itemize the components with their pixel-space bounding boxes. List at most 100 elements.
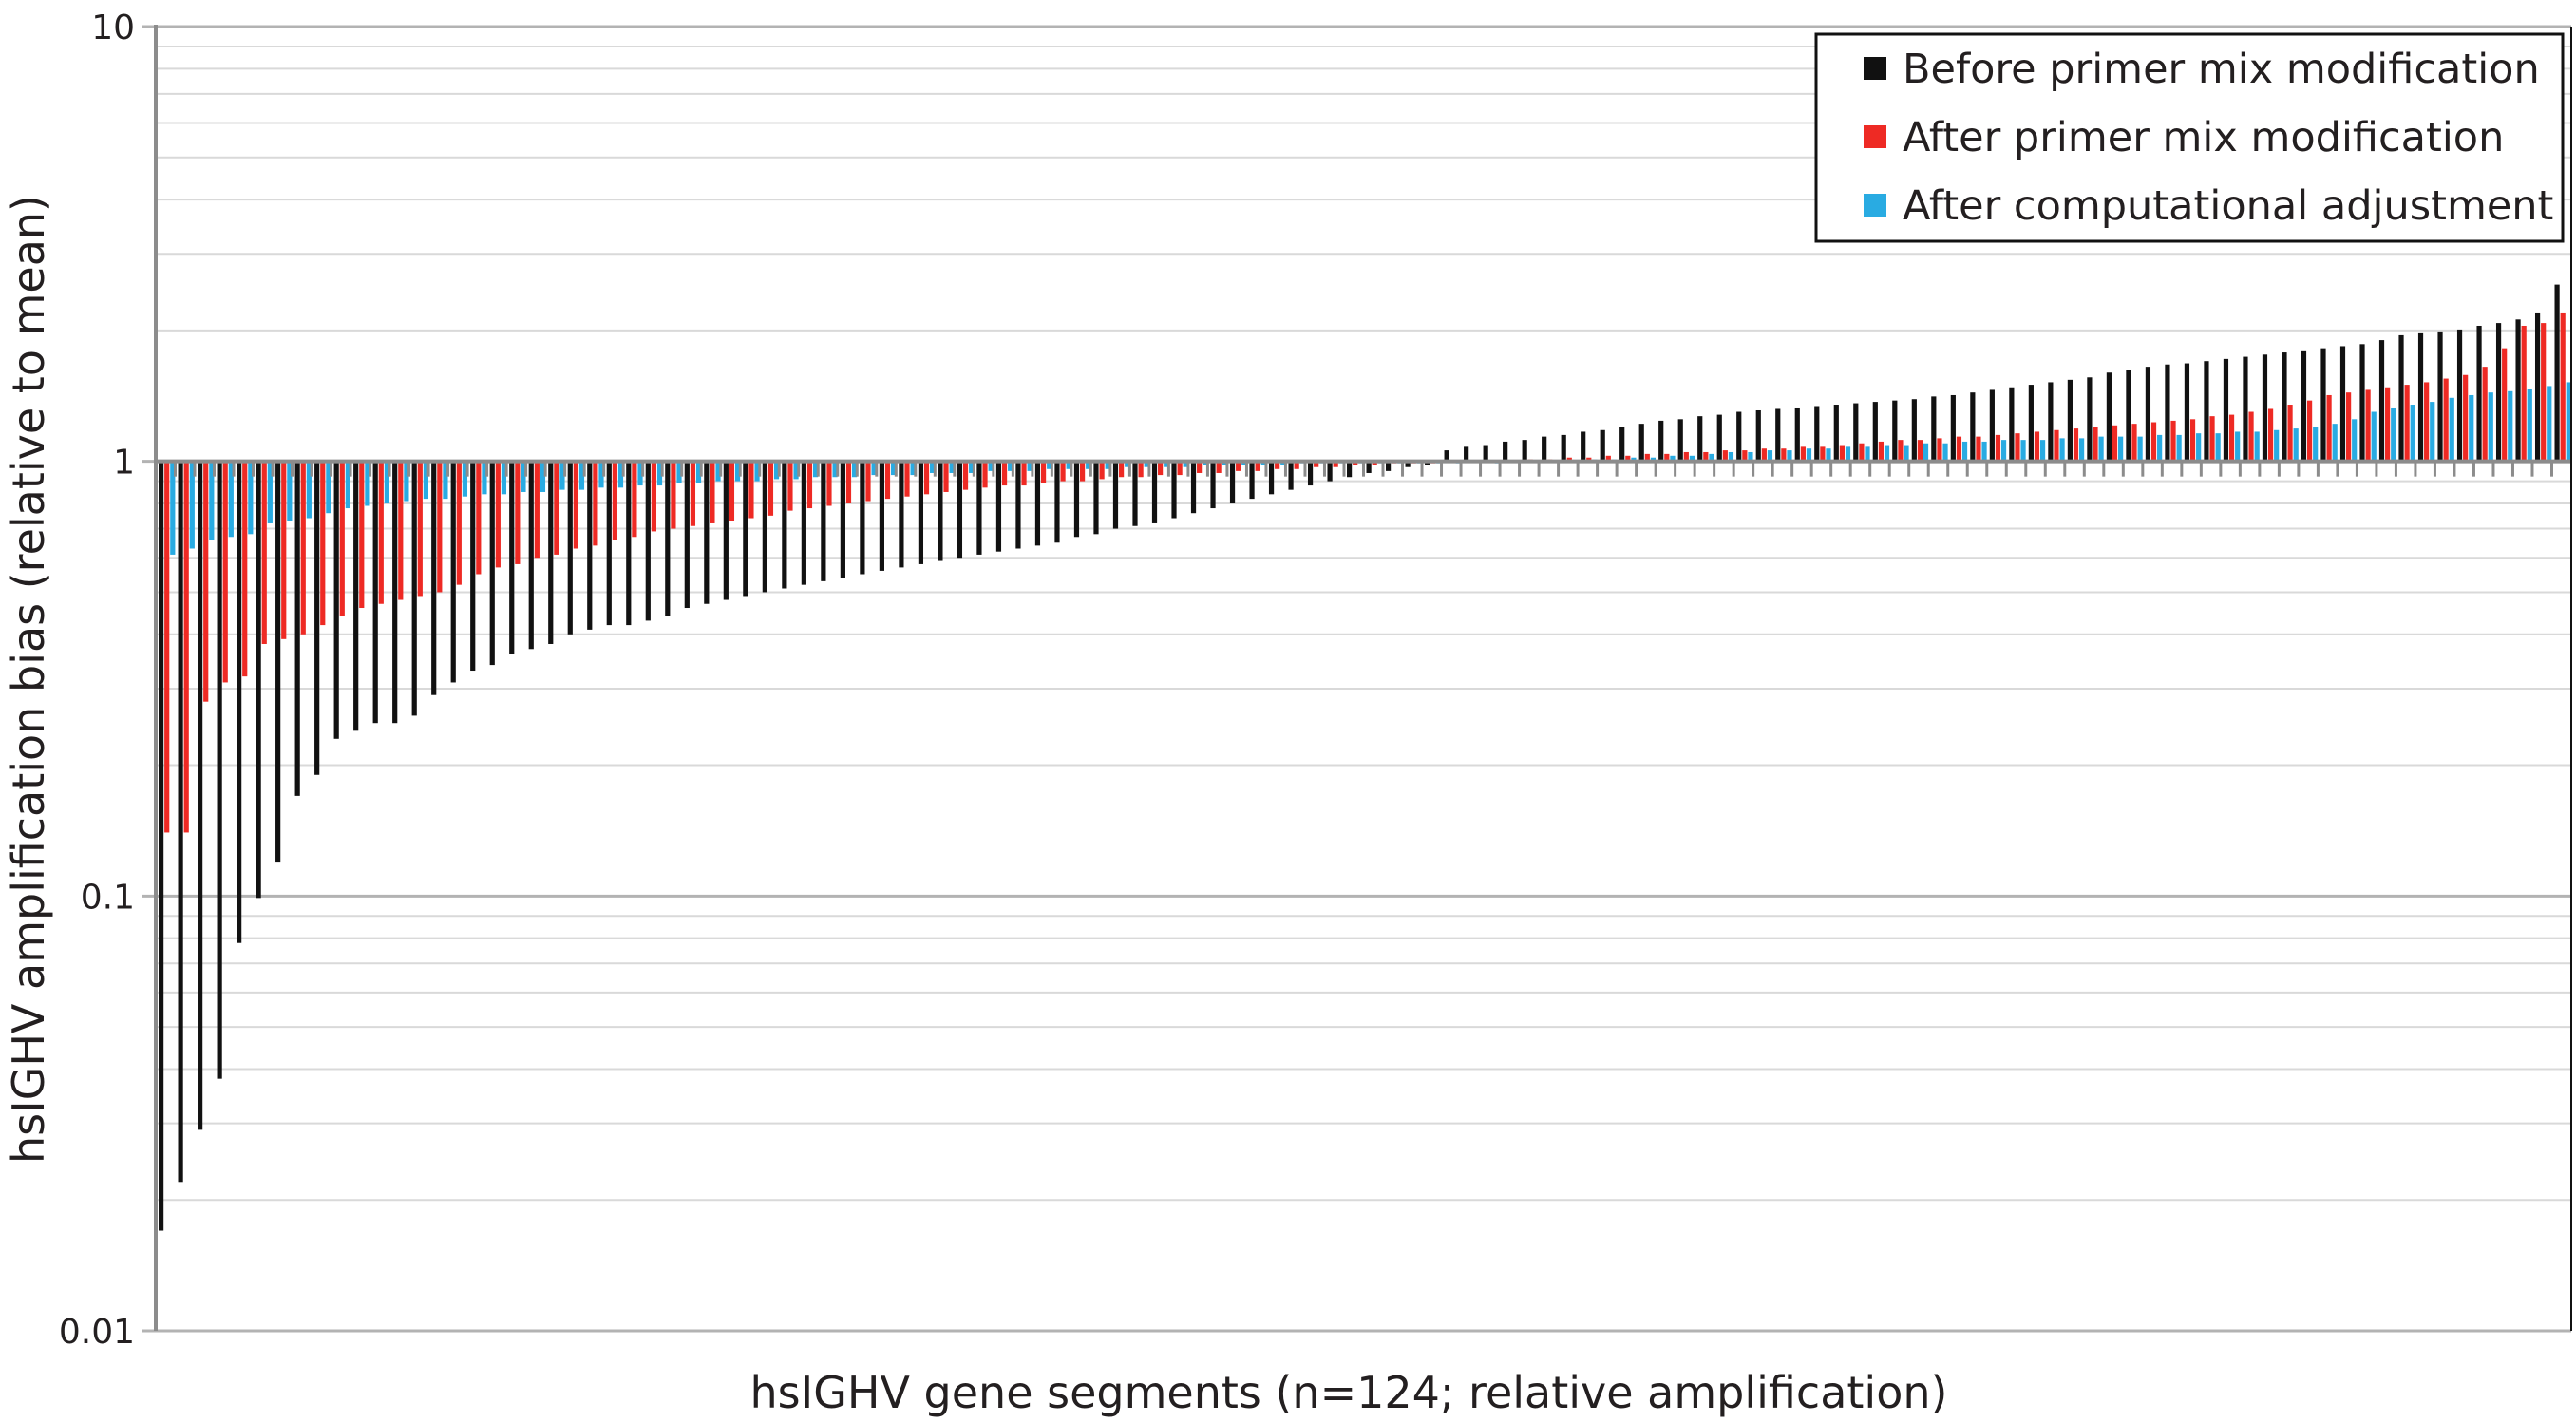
legend: Before primer mix modification After prim…: [1814, 32, 2565, 243]
bar-after-primer: [2560, 312, 2566, 462]
bar-after-primer: [2015, 433, 2020, 462]
bar-before: [1600, 429, 1605, 462]
bar-after-adjust: [2488, 392, 2493, 462]
bar-after-primer: [2073, 428, 2079, 462]
bar-after-adjust: [2215, 433, 2221, 462]
bar-after-primer: [437, 461, 443, 593]
bar-before: [159, 461, 164, 1231]
bar-after-adjust: [676, 461, 682, 483]
bar-after-adjust: [1787, 450, 1792, 462]
bar-after-primer: [671, 461, 676, 529]
bar-before: [2417, 332, 2424, 462]
bar-before: [899, 461, 904, 568]
bar-after-primer: [884, 461, 891, 500]
bar-after-primer: [1372, 461, 1377, 465]
bar-after-primer: [690, 461, 696, 526]
bar-before: [626, 461, 632, 626]
y-tick-label: 0.1: [81, 878, 135, 917]
bar-after-primer: [164, 461, 170, 833]
bar-after-primer: [2131, 424, 2137, 462]
bar-after-primer: [2170, 420, 2176, 462]
bar-before: [1307, 461, 1314, 486]
bar-after-primer: [2502, 348, 2508, 462]
bar-after-adjust: [1884, 445, 1890, 462]
bar-before: [1638, 424, 1644, 462]
bar-before: [2223, 358, 2229, 462]
bar-after-primer: [476, 461, 482, 575]
bar-before: [1444, 450, 1449, 462]
bar-before: [509, 461, 515, 654]
bar-after-primer: [2228, 414, 2235, 462]
bar-after-primer: [222, 461, 228, 683]
bar-after-primer: [1625, 455, 1631, 462]
bar-after-adjust: [2527, 389, 2532, 462]
bar-before: [1931, 396, 1937, 462]
bar-before: [1736, 411, 1742, 462]
bar-after-adjust: [2410, 405, 2415, 462]
bar-before: [256, 461, 261, 899]
bar-before: [2204, 361, 2209, 462]
bar-after-primer: [495, 461, 501, 568]
bar-after-primer: [1216, 461, 1222, 473]
bar-before: [587, 461, 593, 630]
bar-before: [1950, 394, 1956, 462]
bar-after-primer: [2287, 405, 2293, 462]
bar-after-primer: [2404, 385, 2410, 462]
bar-before: [2359, 344, 2365, 462]
bar-before: [372, 461, 378, 724]
bar-after-adjust: [2157, 434, 2163, 462]
bar-after-adjust: [949, 461, 955, 473]
x-axis-title: hsIGHV gene segments (n=124; relative am…: [750, 1367, 1948, 1418]
bar-after-adjust: [910, 461, 916, 476]
bar-after-adjust: [1260, 461, 1266, 465]
bar-after-primer: [281, 461, 287, 639]
bar-after-primer: [2150, 422, 2157, 462]
bar-before: [528, 461, 534, 650]
bar-before: [2398, 334, 2404, 462]
bar-before: [1132, 461, 1138, 526]
y-tick-labels: 0.01 0.1 1 10: [59, 9, 135, 1352]
bar-before: [1775, 408, 1781, 462]
bar-before: [879, 461, 884, 571]
bar-before: [470, 461, 476, 672]
bar-after-primer: [2346, 392, 2352, 462]
legend-box: [1814, 32, 2565, 243]
bar-after-adjust: [209, 461, 215, 540]
bar-after-primer: [203, 461, 209, 702]
bar-after-adjust: [2176, 434, 2182, 462]
y-axis-title: hsIGHV amplification bias (relative to m…: [3, 195, 54, 1164]
bar-before: [2456, 329, 2463, 462]
bar-after-primer: [1761, 448, 1767, 462]
bar-after-primer: [1683, 451, 1689, 462]
bar-after-primer: [1099, 461, 1105, 480]
bar-after-primer: [242, 461, 248, 677]
bar-after-primer: [1898, 440, 1904, 462]
bar-before: [684, 461, 690, 609]
bar-after-primer: [2093, 427, 2098, 462]
bar-after-adjust: [1280, 461, 1286, 465]
bar-before: [840, 461, 845, 578]
bar-after-primer: [1859, 443, 1865, 462]
bar-after-adjust: [2098, 436, 2104, 462]
bar-before: [1073, 461, 1080, 538]
bar-after-primer: [806, 461, 813, 509]
legend-label: After computational adjustment: [1903, 182, 2553, 230]
bar-after-adjust: [988, 461, 994, 471]
bar-before: [1151, 461, 1158, 523]
bar-after-primer: [2463, 374, 2469, 462]
bar-before: [567, 461, 573, 635]
bar-before: [1327, 461, 1333, 482]
bar-before: [957, 461, 963, 559]
legend-swatch: [1864, 194, 1886, 217]
bar-before: [2262, 354, 2268, 462]
bar-before: [333, 461, 339, 739]
bar-after-primer: [534, 461, 540, 559]
bar-after-primer: [2482, 367, 2488, 462]
bar-after-primer: [904, 461, 910, 497]
bar-after-adjust: [1183, 461, 1188, 467]
bar-after-primer: [398, 461, 404, 600]
bar-after-adjust: [1981, 441, 1987, 462]
bar-before: [1814, 406, 1820, 462]
bar-after-adjust: [812, 461, 819, 478]
bar-after-primer: [729, 461, 735, 521]
